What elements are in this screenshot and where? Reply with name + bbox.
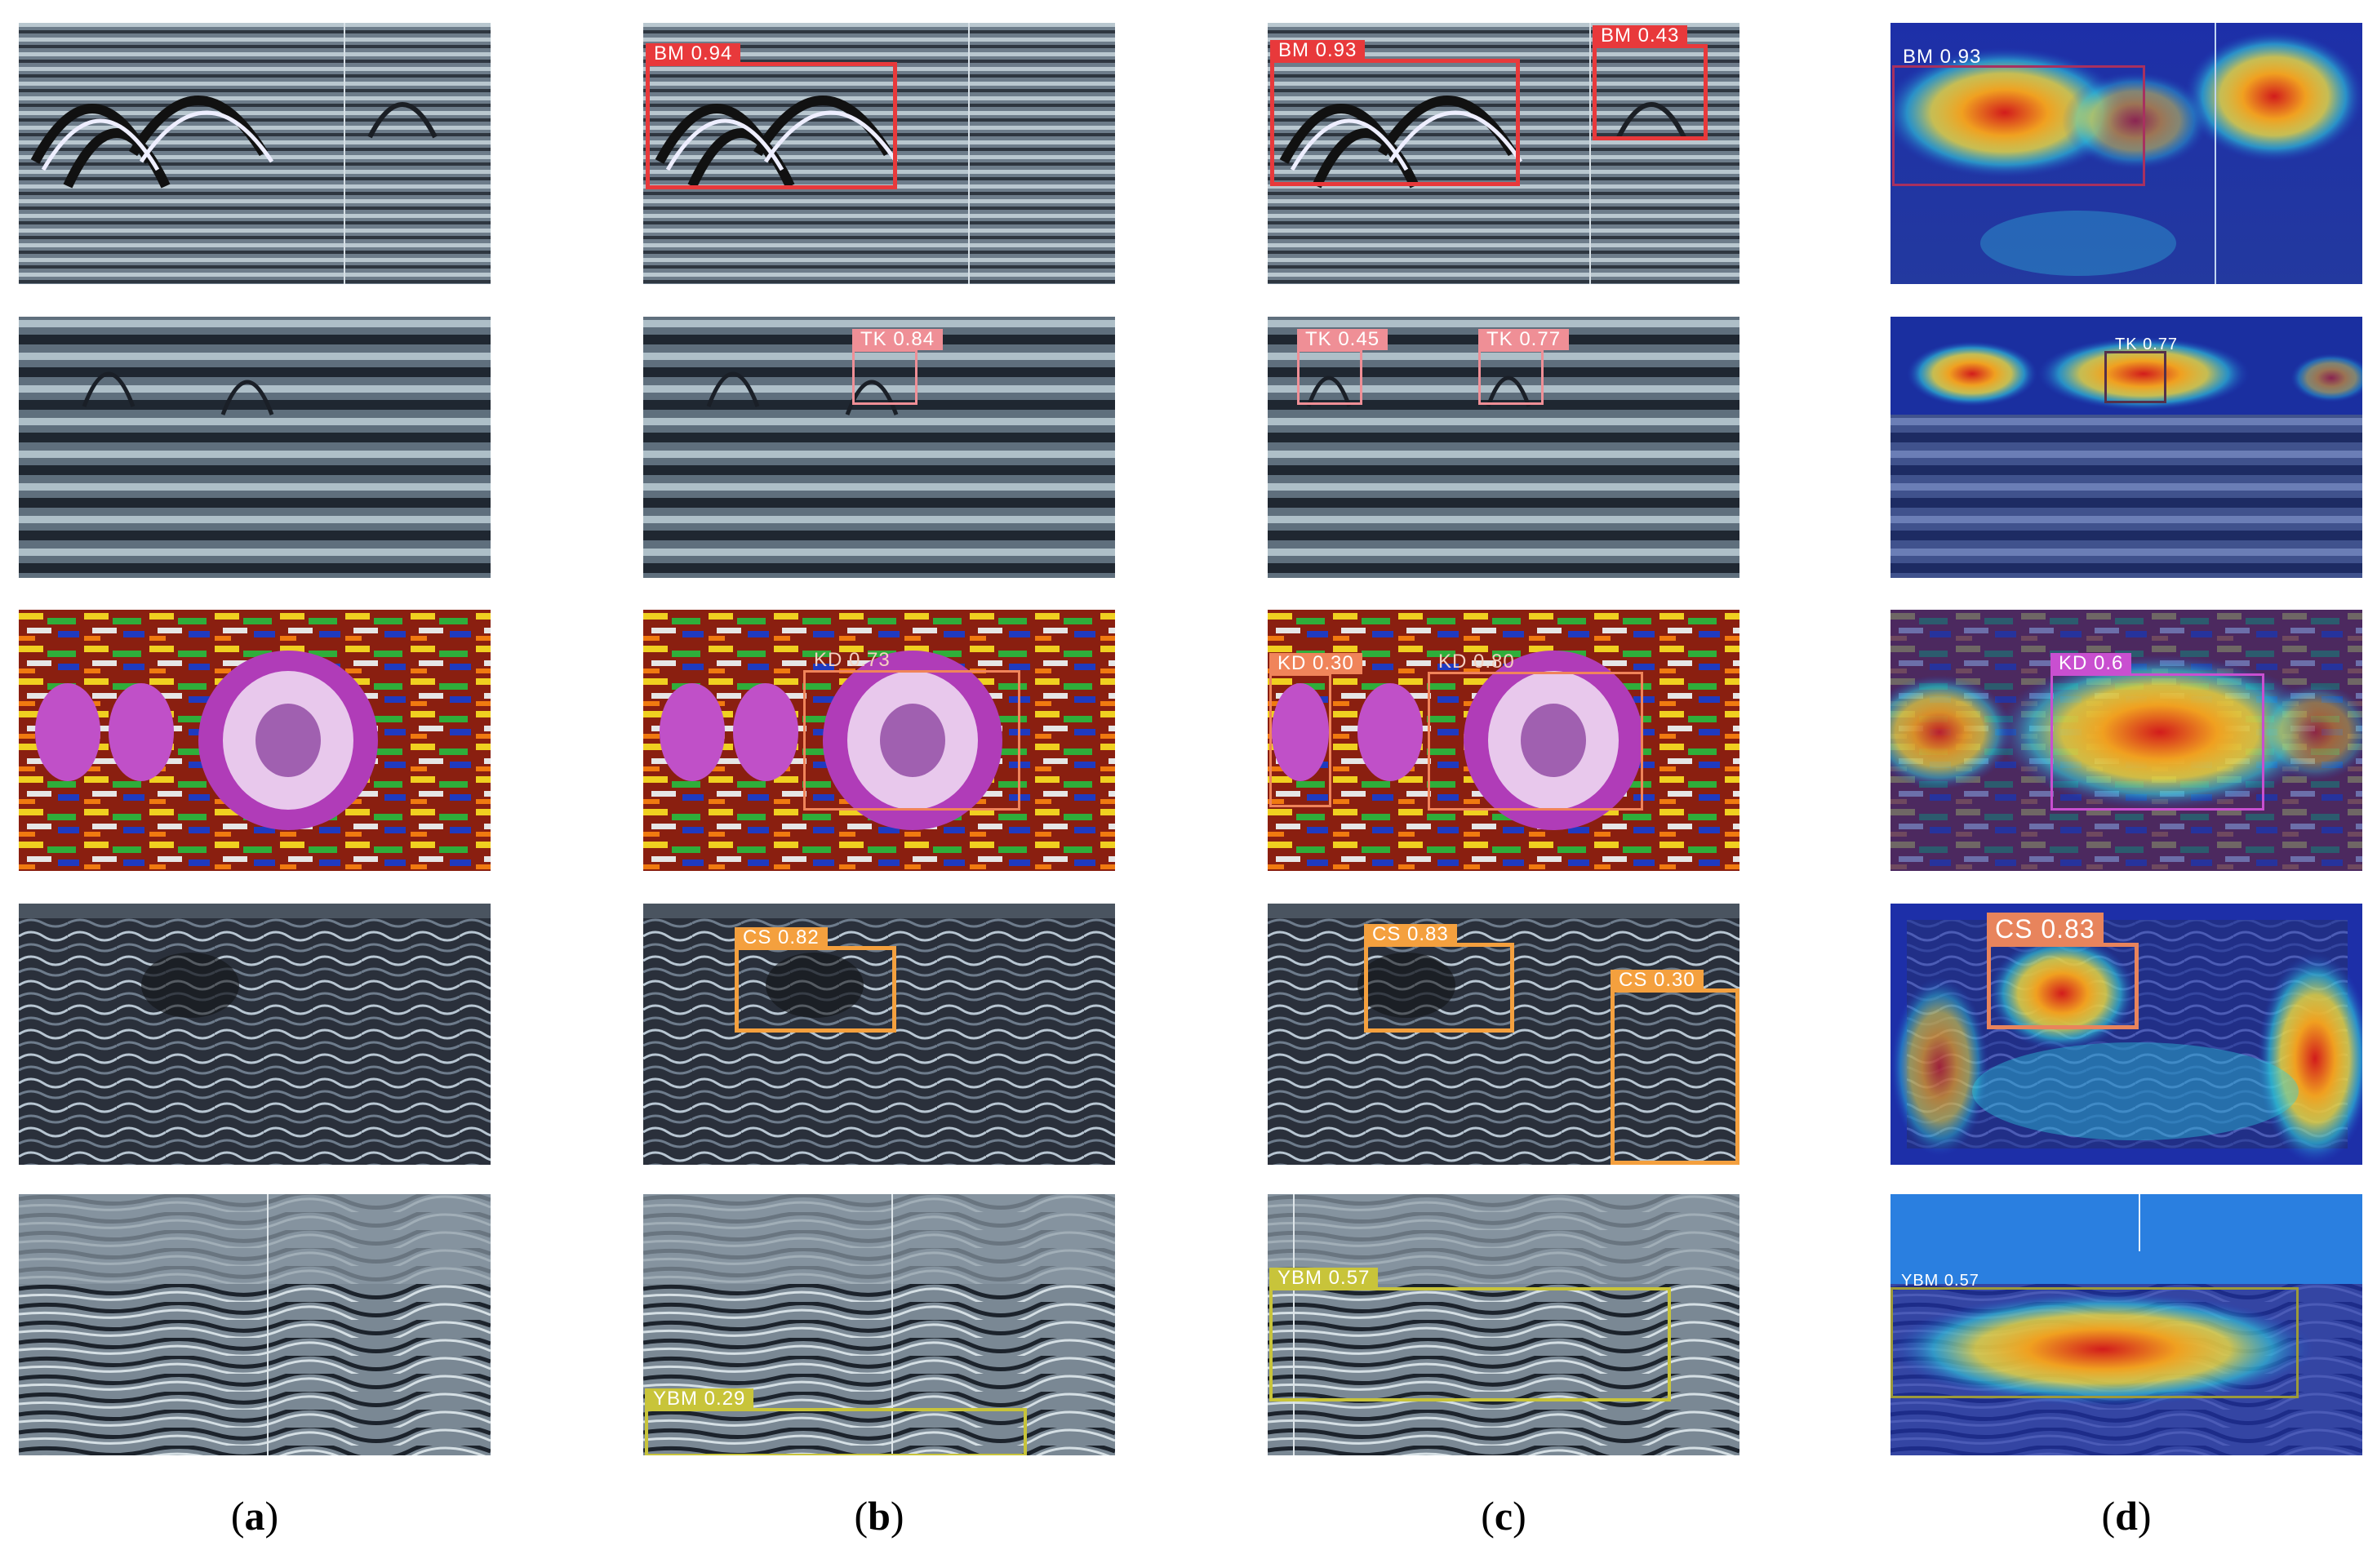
- detection-label: TK 0.77: [2115, 335, 2179, 353]
- caption-open: (: [854, 1493, 869, 1539]
- gpr-image: [1268, 904, 1739, 1165]
- gpr-image: [1268, 23, 1739, 284]
- detection-label: BM 0.94: [646, 43, 741, 64]
- detection-label: CS 0.83: [1364, 924, 1457, 945]
- panel-r1-b: BM 0.94: [643, 23, 1115, 284]
- caption-close: ): [264, 1493, 279, 1539]
- panel-r2-d: TK 0.77: [1890, 317, 2362, 578]
- detection-label: TK 0.45: [1297, 329, 1388, 350]
- panel-r4-b: CS 0.82: [643, 904, 1115, 1165]
- panel-r2-b: TK 0.84: [643, 317, 1115, 578]
- gpr-image: [19, 317, 491, 578]
- gpr-image: [643, 23, 1115, 284]
- gpr-image: [19, 610, 491, 871]
- detection-box: KD 0.73: [803, 650, 1020, 811]
- detection-box: TK 0.84: [852, 329, 944, 405]
- detection-label: TK 0.77: [1478, 329, 1570, 350]
- detection-box: BM 0.43: [1593, 25, 1708, 140]
- gpr-image: [1268, 317, 1739, 578]
- panel-r1-a: [19, 23, 491, 284]
- detection-box: BM 0.93: [1270, 40, 1520, 186]
- heatmap-image: [1890, 1194, 2362, 1455]
- caption-letter: c: [1494, 1493, 1513, 1539]
- caption-open: (: [230, 1493, 245, 1539]
- panel-r2-c: TK 0.45 TK 0.77: [1268, 317, 1739, 578]
- gpr-image: [643, 1194, 1115, 1455]
- detection-box: TK 0.77: [1478, 329, 1570, 405]
- panel-r3-a: [19, 610, 491, 871]
- panel-r4-d: CS 0.83: [1890, 904, 2362, 1165]
- column-caption-c: (c): [1422, 1492, 1585, 1539]
- detection-label: KD 0.73: [814, 649, 891, 671]
- gpr-image: [643, 904, 1115, 1165]
- detection-box: TK 0.45: [1297, 329, 1388, 405]
- detection-label: CS 0.83: [1987, 913, 2104, 945]
- caption-close: ): [1513, 1493, 1526, 1539]
- panel-r5-c: YBM 0.57: [1268, 1194, 1739, 1455]
- panel-r5-a: [19, 1194, 491, 1455]
- detection-box: CS 0.83: [1364, 924, 1514, 1033]
- panel-r4-c: CS 0.83 CS 0.30: [1268, 904, 1739, 1165]
- detection-box: YBM 0.57: [1269, 1268, 1671, 1401]
- detection-box: KD 0.80: [1428, 651, 1643, 811]
- panel-r2-a: [19, 317, 491, 578]
- gpr-image: [19, 1194, 491, 1455]
- detection-label: CS 0.82: [735, 927, 828, 948]
- detection-label: TK 0.84: [852, 329, 944, 350]
- detection-label: KD 0.80: [1438, 651, 1515, 673]
- heatmap-image: [1890, 904, 2362, 1165]
- gpr-image: [19, 904, 491, 1165]
- caption-letter: d: [2115, 1493, 2138, 1539]
- detection-box: BM 0.93: [1892, 47, 2145, 186]
- detection-box: CS 0.82: [735, 927, 896, 1033]
- detection-label: YBM 0.57: [1269, 1268, 1379, 1289]
- column-caption-b: (b): [798, 1492, 961, 1539]
- detection-box: CS 0.83: [1987, 913, 2139, 1029]
- panel-r3-b: KD 0.73: [643, 610, 1115, 871]
- gpr-image: [1268, 1194, 1739, 1455]
- detection-box: KD 0.6: [2050, 653, 2264, 811]
- caption-letter: a: [244, 1493, 265, 1539]
- detection-box: CS 0.30: [1611, 970, 1739, 1165]
- caption-open: (: [1481, 1493, 1495, 1539]
- detection-label: KD 0.30: [1269, 653, 1362, 674]
- caption-close: ): [890, 1493, 904, 1539]
- detection-label: KD 0.6: [2050, 653, 2132, 674]
- column-caption-d: (d): [2045, 1492, 2208, 1539]
- detection-box: BM 0.94: [646, 43, 897, 189]
- gpr-image: [643, 610, 1115, 871]
- caption-letter: b: [868, 1493, 891, 1539]
- detection-label: CS 0.30: [1611, 970, 1704, 991]
- detection-box: KD 0.30: [1269, 653, 1362, 807]
- detection-box: TK 0.77: [2104, 335, 2177, 403]
- column-caption-a: (a): [173, 1492, 336, 1539]
- panel-r3-d: KD 0.6: [1890, 610, 2362, 871]
- detection-label: YBM 0.29: [645, 1388, 754, 1410]
- panel-r5-d: YBM 0.57: [1890, 1194, 2362, 1455]
- caption-open: (: [2101, 1493, 2116, 1539]
- caption-close: ): [2137, 1493, 2152, 1539]
- detection-label: YBM 0.57: [1901, 1272, 1979, 1290]
- heatmap-image: [1890, 610, 2362, 871]
- gpr-image: [19, 23, 491, 284]
- detection-box: YBM 0.57: [1890, 1272, 2299, 1398]
- panel-r3-c: KD 0.30 KD 0.80: [1268, 610, 1739, 871]
- panel-r4-a: [19, 904, 491, 1165]
- heatmap-image: [1890, 317, 2362, 578]
- detection-box: YBM 0.29: [645, 1388, 1027, 1455]
- detection-label: BM 0.43: [1593, 25, 1688, 47]
- panel-r1-d: BM 0.93: [1890, 23, 2362, 284]
- panel-r1-c: BM 0.93 BM 0.43: [1268, 23, 1739, 284]
- detection-label: BM 0.93: [1270, 40, 1366, 61]
- panel-r5-b: YBM 0.29: [643, 1194, 1115, 1455]
- detection-label: BM 0.93: [1903, 46, 1982, 68]
